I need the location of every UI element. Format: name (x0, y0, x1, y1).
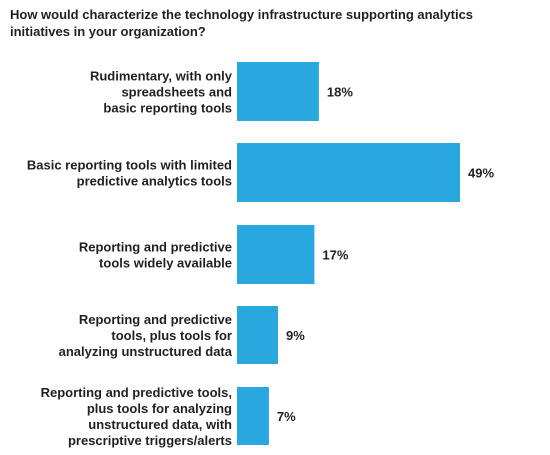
category-label-5-line-3: unstructured data, with (88, 417, 232, 432)
bar-5 (237, 387, 269, 445)
value-label-3: 17% (322, 248, 348, 263)
value-label-5: 7% (277, 409, 296, 424)
bar-1 (237, 62, 319, 121)
value-label-1: 18% (327, 85, 353, 100)
category-label-2-line-2: predictive analytics tools (77, 174, 232, 189)
category-label-4-line-3: analyzing unstructured data (59, 344, 233, 359)
category-label-1-line-3: basic reporting tools (103, 101, 232, 116)
chart-title: How would characterize the technology in… (10, 7, 474, 39)
bar-2 (237, 143, 460, 202)
category-label-5-line-4: prescriptive triggers/alerts (68, 433, 232, 448)
category-label-1-line-1: Rudimentary, with only (90, 69, 233, 84)
bar-4 (237, 306, 278, 364)
value-label-2: 49% (468, 166, 494, 181)
category-label-5-line-1: Reporting and predictive tools, (41, 385, 232, 400)
category-label-4-line-2: tools, plus tools for (111, 328, 232, 343)
category-label-3-line-1: Reporting and predictive (79, 240, 232, 255)
category-label-5-line-2: plus tools for analyzing (87, 401, 232, 416)
value-label-4: 9% (286, 328, 305, 343)
category-label-3-line-2: tools widely available (99, 256, 232, 271)
category-label-1-line-2: spreadsheets and (121, 85, 232, 100)
category-label-2-line-1: Basic reporting tools with limited (27, 158, 232, 173)
category-label-4-line-1: Reporting and predictive (79, 312, 232, 327)
bar-3 (237, 225, 315, 284)
